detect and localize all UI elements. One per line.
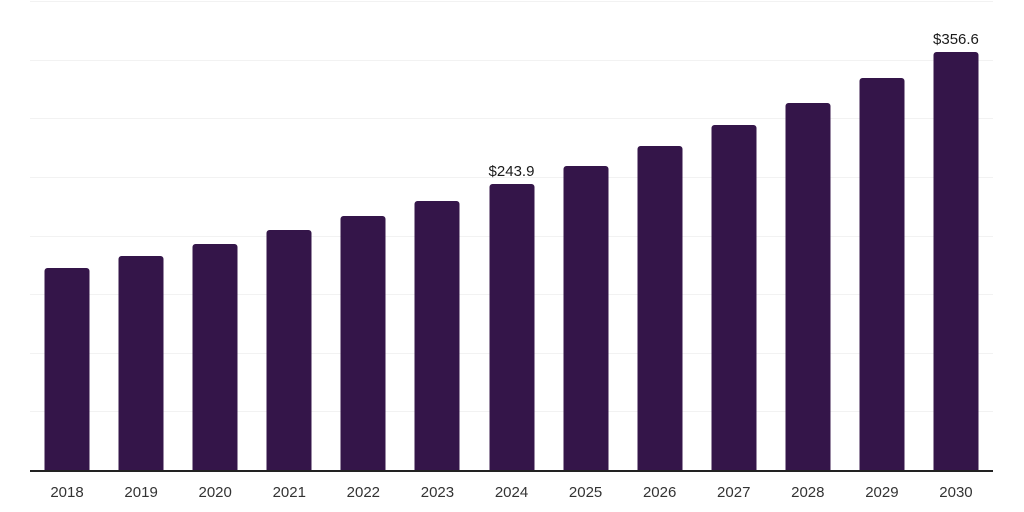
bars-container: $243.9 $356.6 [30, 1, 993, 470]
bar-2023 [414, 201, 460, 470]
bar-slot-2028 [771, 1, 845, 470]
x-axis-tick-labels: 2018 2019 2020 2021 2022 2023 2024 2025 2026 2027… [30, 484, 993, 501]
x-axis-line [30, 470, 993, 472]
bar-2024: $243.9 [489, 163, 534, 470]
x-axis-tick-label-2022: 2022 [346, 484, 381, 501]
bar-slot-2021 [252, 1, 326, 470]
bar-2027 [711, 125, 757, 470]
x-axis-tick-label-2025: 2025 [568, 484, 603, 501]
bar-2019 [118, 256, 164, 470]
x-axis-tick-label-2019: 2019 [124, 484, 158, 501]
bar-2030: $356.6 [933, 31, 979, 470]
bar-2021 [266, 230, 312, 470]
bar-slot-2029 [845, 1, 919, 470]
bar-slot-2030: $356.6 [919, 1, 993, 470]
bar-value-label-2030: $356.6 [933, 30, 979, 48]
bar-slot-2019 [104, 1, 178, 470]
x-axis-tick-label-2028: 2028 [791, 484, 825, 501]
bar-slot-2022 [326, 1, 400, 470]
bar-slot-2025 [549, 1, 623, 470]
gridline [30, 59, 993, 61]
gridline [30, 118, 993, 120]
bar-2029 [859, 78, 905, 470]
x-axis-tick-label-2026: 2026 [642, 484, 677, 501]
x-axis-tick-label-2018: 2018 [50, 484, 84, 501]
x-axis-tick-label-2020: 2020 [198, 484, 232, 501]
bar-2018 [44, 267, 90, 470]
plot-area: $243.9 $356.6 [30, 1, 993, 471]
x-axis-tick-label-2029: 2029 [865, 484, 899, 501]
bar-slot-2024: $243.9 [474, 1, 548, 470]
x-axis-tick-label-2027: 2027 [717, 484, 751, 501]
bar-slot-2027 [697, 1, 771, 470]
bar-2025 [563, 165, 609, 470]
bar-slot-2020 [178, 1, 252, 470]
x-axis-tick-label-2024: 2024 [494, 484, 529, 501]
gridline [30, 1, 993, 2]
bar-value-label-2024: $243.9 [488, 163, 535, 181]
gridline [30, 176, 993, 178]
bar-slot-2026 [623, 1, 697, 470]
bar-slot-2023 [400, 1, 474, 470]
bar-2020 [192, 243, 238, 470]
x-axis-tick-label-2030: 2030 [939, 484, 973, 501]
bar-2026 [637, 146, 683, 470]
bar-2028 [785, 102, 831, 470]
bar-slot-2018 [30, 1, 104, 470]
x-axis-tick-label-2023: 2023 [420, 484, 455, 501]
x-axis-tick-label-2021: 2021 [272, 484, 306, 501]
bar-2022 [340, 215, 386, 470]
